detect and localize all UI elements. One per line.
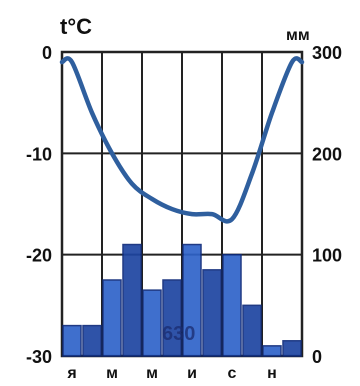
- precip-bar-8: [202, 269, 222, 357]
- temp-tick-label-1: -10: [26, 144, 52, 164]
- temp-tick-label-2: -20: [26, 246, 52, 266]
- month-label-5: н: [267, 365, 277, 382]
- temperature-point-12: [290, 60, 294, 64]
- precip-tick-label-1: 200: [312, 144, 342, 164]
- temperature-line: [59, 56, 305, 224]
- right-axis-unit: мм: [286, 27, 310, 44]
- temperature-point-5: [150, 197, 154, 201]
- precip-bar-9: [222, 253, 242, 357]
- temperature-point-10: [250, 172, 254, 176]
- temperature-point-9: [230, 217, 234, 221]
- temperature-point-1: [70, 60, 74, 64]
- month-label-3: и: [187, 365, 197, 382]
- temperature-point-2: [90, 111, 94, 115]
- precip-bar-10: [242, 304, 262, 357]
- precip-tick-label-2: 100: [312, 246, 342, 266]
- precip-bar-2: [82, 324, 102, 357]
- precipitation-bars: [62, 243, 302, 357]
- precip-tick-label-3: 0: [312, 347, 322, 367]
- precip-bar-5: [142, 289, 162, 357]
- grid: [60, 50, 304, 358]
- annual-total-label: 630: [162, 323, 195, 345]
- month-label-2: м: [146, 365, 158, 382]
- temperature-point-6: [170, 207, 174, 211]
- precip-bar-6: [162, 279, 182, 357]
- precip-bar-1: [62, 324, 82, 357]
- temperature-point-8: [210, 212, 214, 216]
- left-axis-unit: t°C: [60, 14, 92, 39]
- temperature-point-4: [130, 182, 134, 186]
- precip-bar-7: [182, 243, 202, 357]
- precip-bar-4: [122, 243, 142, 357]
- month-label-4: с: [228, 365, 237, 382]
- month-label-0: я: [66, 365, 76, 382]
- precip-bar-3: [102, 279, 122, 357]
- temp-tick-label-0: 0: [42, 43, 52, 63]
- temperature-point-3: [110, 151, 114, 155]
- temperature-point-7: [190, 212, 194, 216]
- temperature-point-11: [270, 111, 274, 115]
- temperature-line-group: [59, 56, 305, 224]
- precip-tick-label-0: 300: [312, 43, 342, 63]
- precip-bar-12: [282, 340, 302, 357]
- temp-tick-label-3: -30: [26, 347, 52, 367]
- precip-bar-11: [262, 345, 282, 357]
- month-label-1: м: [106, 365, 118, 382]
- plot-frame: [60, 50, 304, 358]
